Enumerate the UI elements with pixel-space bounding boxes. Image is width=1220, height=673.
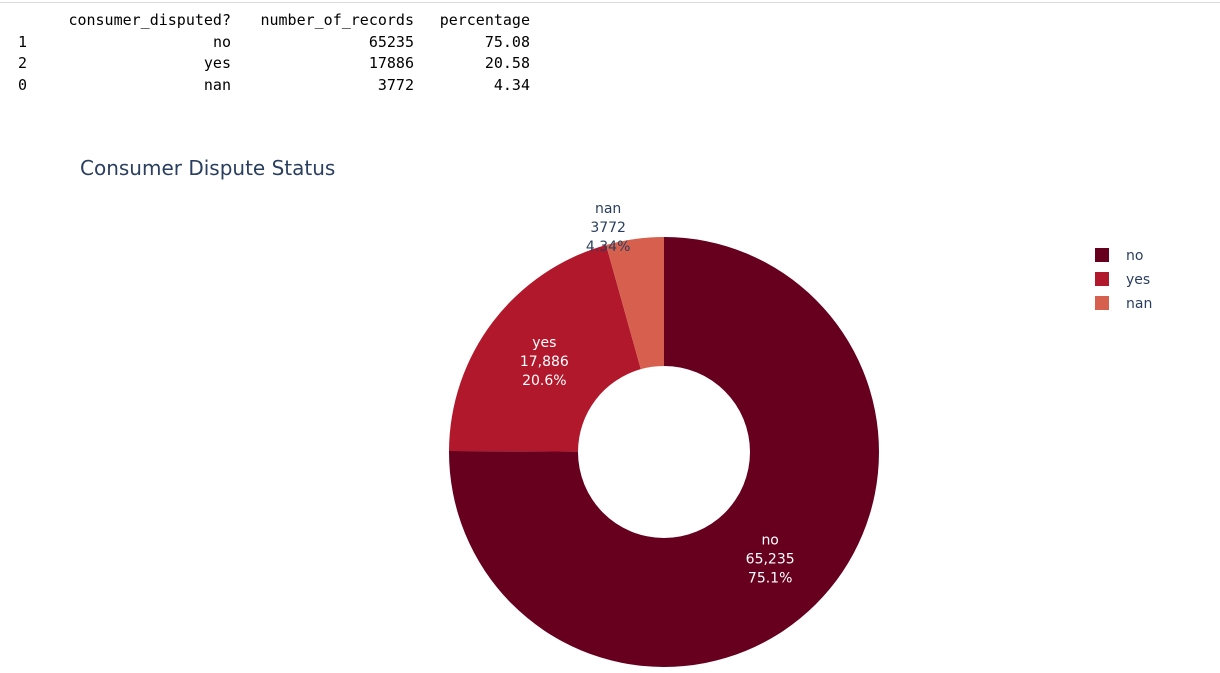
dataframe-table: consumer_disputed? number_of_records per… <box>18 10 530 96</box>
table-row: 1 no 65235 75.08 <box>18 32 530 54</box>
pie-slice-no[interactable] <box>449 237 879 667</box>
legend-label: yes <box>1126 272 1150 288</box>
chart-legend[interactable]: no yes nan <box>1095 248 1152 312</box>
row-index: 0 <box>18 75 28 94</box>
legend-swatch <box>1095 272 1109 286</box>
slice-label-value: 3772 <box>590 220 626 236</box>
cell-consumer-disputed: no <box>212 32 231 51</box>
slice-label-no: no 65,235 75.1% <box>746 533 795 587</box>
slice-label-percent: 20.6% <box>522 373 566 389</box>
pie-slice-yes[interactable] <box>449 244 641 452</box>
cell-consumer-disputed: nan <box>203 75 231 94</box>
cell-number-of-records: 65235 <box>368 32 414 51</box>
legend-label: no <box>1126 248 1143 264</box>
pie-slices <box>449 237 879 667</box>
slice-label-percent: 75.1% <box>748 571 792 587</box>
row-index: 1 <box>18 32 28 51</box>
legend-item-no[interactable]: no <box>1095 248 1143 264</box>
column-header-percentage: percentage <box>439 11 530 29</box>
slice-label-name: no <box>761 533 778 549</box>
table-row: 2 yes 17886 20.58 <box>18 53 530 75</box>
slice-label-value: 65,235 <box>746 552 795 568</box>
cell-number-of-records: 3772 <box>377 75 414 94</box>
slice-label-name: yes <box>532 335 556 351</box>
slice-label-nan: nan 3772 4.34% <box>586 201 630 255</box>
pie-chart-container: Consumer Dispute Status no 65,235 75.1% yes… <box>0 130 1220 673</box>
index-header <box>18 10 38 32</box>
column-header-consumer-disputed: consumer_disputed? <box>68 11 231 29</box>
cell-top-divider <box>0 0 1220 3</box>
table-header-row: consumer_disputed? number_of_records per… <box>18 10 530 32</box>
legend-item-nan[interactable]: nan <box>1095 296 1152 312</box>
slice-label-yes: yes 17,886 20.6% <box>520 335 569 389</box>
cell-consumer-disputed: yes <box>203 54 231 72</box>
row-index: 2 <box>18 54 28 72</box>
table-row: 0 nan 3772 4.34 <box>18 75 530 97</box>
legend-label: nan <box>1126 296 1152 312</box>
chart-title: Consumer Dispute Status <box>80 156 335 180</box>
pie-slice-nan[interactable] <box>606 237 664 370</box>
cell-percentage: 20.58 <box>484 54 530 72</box>
dataframe-output: consumer_disputed? number_of_records per… <box>18 10 530 96</box>
slice-label-value: 17,886 <box>520 354 569 370</box>
slice-label-name: nan <box>595 201 621 217</box>
cell-number-of-records: 17886 <box>368 54 414 72</box>
cell-percentage: 75.08 <box>484 32 530 51</box>
legend-swatch <box>1095 296 1109 310</box>
column-header-number-of-records: number_of_records <box>260 11 414 29</box>
legend-item-yes[interactable]: yes <box>1095 272 1150 288</box>
pie-chart: Consumer Dispute Status no 65,235 75.1% yes… <box>80 156 1152 667</box>
pie-labels: no 65,235 75.1% yes 17,886 20.6% nan 3772 4.34% <box>520 201 795 587</box>
slice-label-percent: 4.34% <box>586 239 630 255</box>
legend-swatch <box>1095 248 1109 262</box>
cell-percentage: 4.34 <box>493 75 530 94</box>
